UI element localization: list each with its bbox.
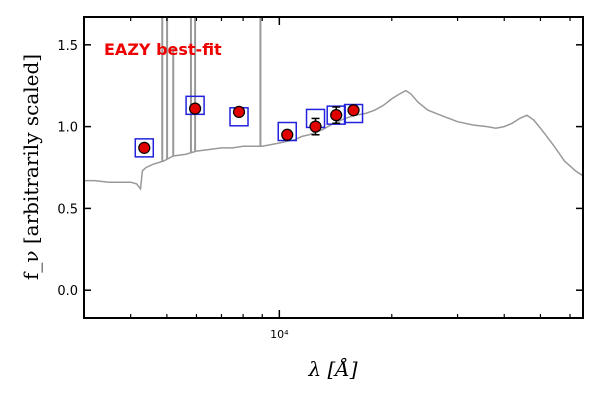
x-tick-label: 10⁴ [270,328,289,341]
photometry-point [347,104,360,117]
axis-ticks: 0.0 0.5 1.0 1.5 10⁴ [57,17,583,341]
y-tick-label: 1.5 [57,39,78,54]
x-axis-label: λ [Å] [307,356,357,381]
fit-annotation: EAZY best-fit [104,40,222,59]
photometry-point [281,128,294,141]
plot-frame [83,16,584,319]
y-tick-label: 0.5 [57,202,78,217]
model-band-square [134,138,155,158]
photometry-point [330,109,343,122]
plot-background [84,17,583,318]
photometry-point [138,141,151,154]
y-tick-label: 1.0 [57,121,78,136]
photometry-point [309,120,322,133]
photometry-point [188,102,202,115]
photometry-points [138,102,360,154]
photometry-point [232,105,246,118]
y-tick-label: 0.0 [57,284,78,299]
y-axis-label: f_ν [arbitrarily scaled] [19,54,43,280]
